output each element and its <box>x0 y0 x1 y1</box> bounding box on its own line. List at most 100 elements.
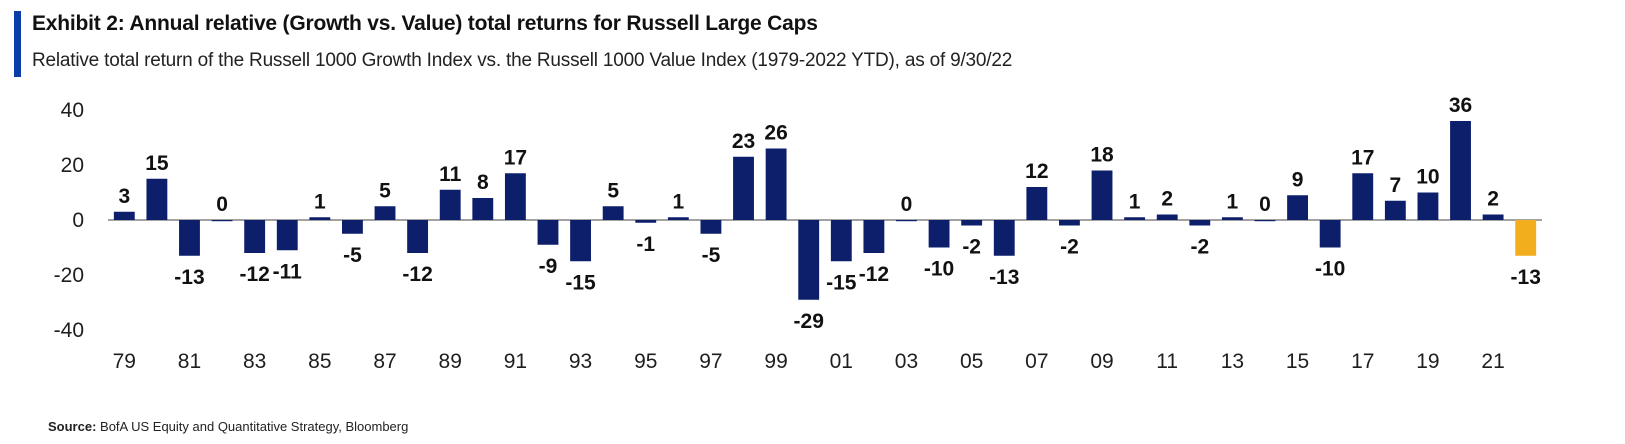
bar-01 <box>830 220 852 262</box>
bar-04 <box>928 220 950 248</box>
bar-99 <box>765 148 787 220</box>
data-label-14: 0 <box>1259 193 1271 216</box>
bar-08 <box>1059 220 1080 226</box>
bar-84 <box>276 220 298 251</box>
x-tick-label: 91 <box>504 350 527 373</box>
bar-92 <box>537 220 559 245</box>
chart-title: Exhibit 2: Annual relative (Growth vs. V… <box>32 12 818 35</box>
x-tick-label: 87 <box>373 350 396 373</box>
data-label-90: 8 <box>477 171 489 194</box>
data-label-11: 2 <box>1161 188 1173 211</box>
data-label-88: -12 <box>402 263 432 286</box>
source-label: Source: <box>48 419 97 434</box>
data-label-79: 3 <box>118 185 130 208</box>
bar-81 <box>179 220 200 256</box>
bar-03 <box>896 220 917 222</box>
source-text: BofA US Equity and Quantitative Strategy… <box>100 419 409 434</box>
data-label-08: -2 <box>1060 236 1079 259</box>
bar-90 <box>472 198 494 220</box>
x-tick-label: 83 <box>243 350 266 373</box>
y-tick-label: 40 <box>61 99 84 122</box>
data-label-13: 1 <box>1227 190 1239 213</box>
bar-06 <box>993 220 1015 256</box>
x-tick-label: 17 <box>1351 350 1374 373</box>
bar-96 <box>667 217 689 220</box>
x-tick-label: 97 <box>699 350 722 373</box>
x-axis: 79 81 83 85 87 89 91 93 95 97 99 01 03 05 07 09 11 13 15 17… <box>113 350 1505 373</box>
bar-85 <box>309 217 331 220</box>
data-label-06: -13 <box>989 266 1019 289</box>
bar-79 <box>113 211 135 220</box>
bar-00 <box>798 220 820 300</box>
x-tick-label: 19 <box>1416 350 1439 373</box>
data-label-18: 7 <box>1389 174 1401 197</box>
bar-88 <box>407 220 429 253</box>
bar-97 <box>700 220 722 234</box>
bar-11 <box>1156 214 1178 220</box>
data-label-80: 15 <box>145 152 169 175</box>
x-tick-label: 05 <box>960 350 983 373</box>
bar-14 <box>1254 220 1276 222</box>
bar-87 <box>374 206 396 220</box>
bar-21 <box>1482 214 1504 220</box>
data-label-96: 1 <box>672 190 684 213</box>
bar-17 <box>1352 173 1374 220</box>
bar-91 <box>504 173 526 220</box>
x-tick-label: 09 <box>1090 350 1113 373</box>
title-accent-bar <box>14 11 21 77</box>
bar-22 <box>1515 220 1537 256</box>
bar-18 <box>1384 200 1406 220</box>
x-tick-label: 13 <box>1221 350 1244 373</box>
y-axis: 40 20 0 -20 -40 <box>54 99 84 342</box>
data-label-07: 12 <box>1025 160 1048 183</box>
bar-93 <box>570 220 591 262</box>
data-label-82: 0 <box>216 193 228 216</box>
y-tick-label: -20 <box>54 264 84 287</box>
x-tick-label: 99 <box>764 350 787 373</box>
x-tick-label: 95 <box>634 350 657 373</box>
bar-98 <box>733 156 754 220</box>
data-label-15: 9 <box>1292 168 1304 191</box>
bar-10 <box>1124 217 1146 220</box>
data-label-97: -5 <box>702 244 721 267</box>
bar-80 <box>146 178 168 220</box>
bar-09 <box>1091 170 1113 220</box>
bar-05 <box>961 220 983 226</box>
data-label-86: -5 <box>343 244 362 267</box>
data-label-19: 10 <box>1416 166 1439 189</box>
data-label-95: -1 <box>636 233 655 256</box>
data-label-93: -15 <box>565 271 596 294</box>
data-label-05: -2 <box>962 236 981 259</box>
chart-subtitle: Relative total return of the Russell 100… <box>32 50 1013 71</box>
data-label-83: -12 <box>239 263 269 286</box>
data-label-22: -13 <box>1511 266 1541 289</box>
data-label-99: 26 <box>764 122 787 145</box>
x-tick-label: 07 <box>1025 350 1048 373</box>
data-label-04: -10 <box>924 258 954 281</box>
bar-19 <box>1417 192 1439 220</box>
x-tick-label: 01 <box>830 350 853 373</box>
data-label-98: 23 <box>732 130 755 153</box>
y-tick-label: 0 <box>72 209 84 232</box>
data-label-85: 1 <box>314 190 326 213</box>
bar-20 <box>1450 121 1471 220</box>
data-label-03: 0 <box>901 193 913 216</box>
bar-94 <box>602 206 624 220</box>
data-label-02: -12 <box>859 263 889 286</box>
bar-95 <box>635 220 657 223</box>
data-label-84: -11 <box>273 260 303 283</box>
data-label-89: 11 <box>439 163 462 186</box>
bar-16 <box>1319 220 1341 248</box>
bar-82 <box>211 220 233 222</box>
x-tick-label: 21 <box>1481 350 1504 373</box>
bar-12 <box>1189 220 1211 226</box>
y-tick-label: -40 <box>54 319 84 342</box>
x-tick-label: 11 <box>1156 350 1178 373</box>
data-label-17: 17 <box>1351 146 1374 169</box>
data-label-16: -10 <box>1315 258 1345 281</box>
x-tick-label: 79 <box>113 350 136 373</box>
data-label-92: -9 <box>539 255 558 278</box>
source-note: Source: BofA US Equity and Quantitative … <box>48 419 408 434</box>
bar-02 <box>863 220 885 253</box>
x-tick-label: 85 <box>308 350 331 373</box>
